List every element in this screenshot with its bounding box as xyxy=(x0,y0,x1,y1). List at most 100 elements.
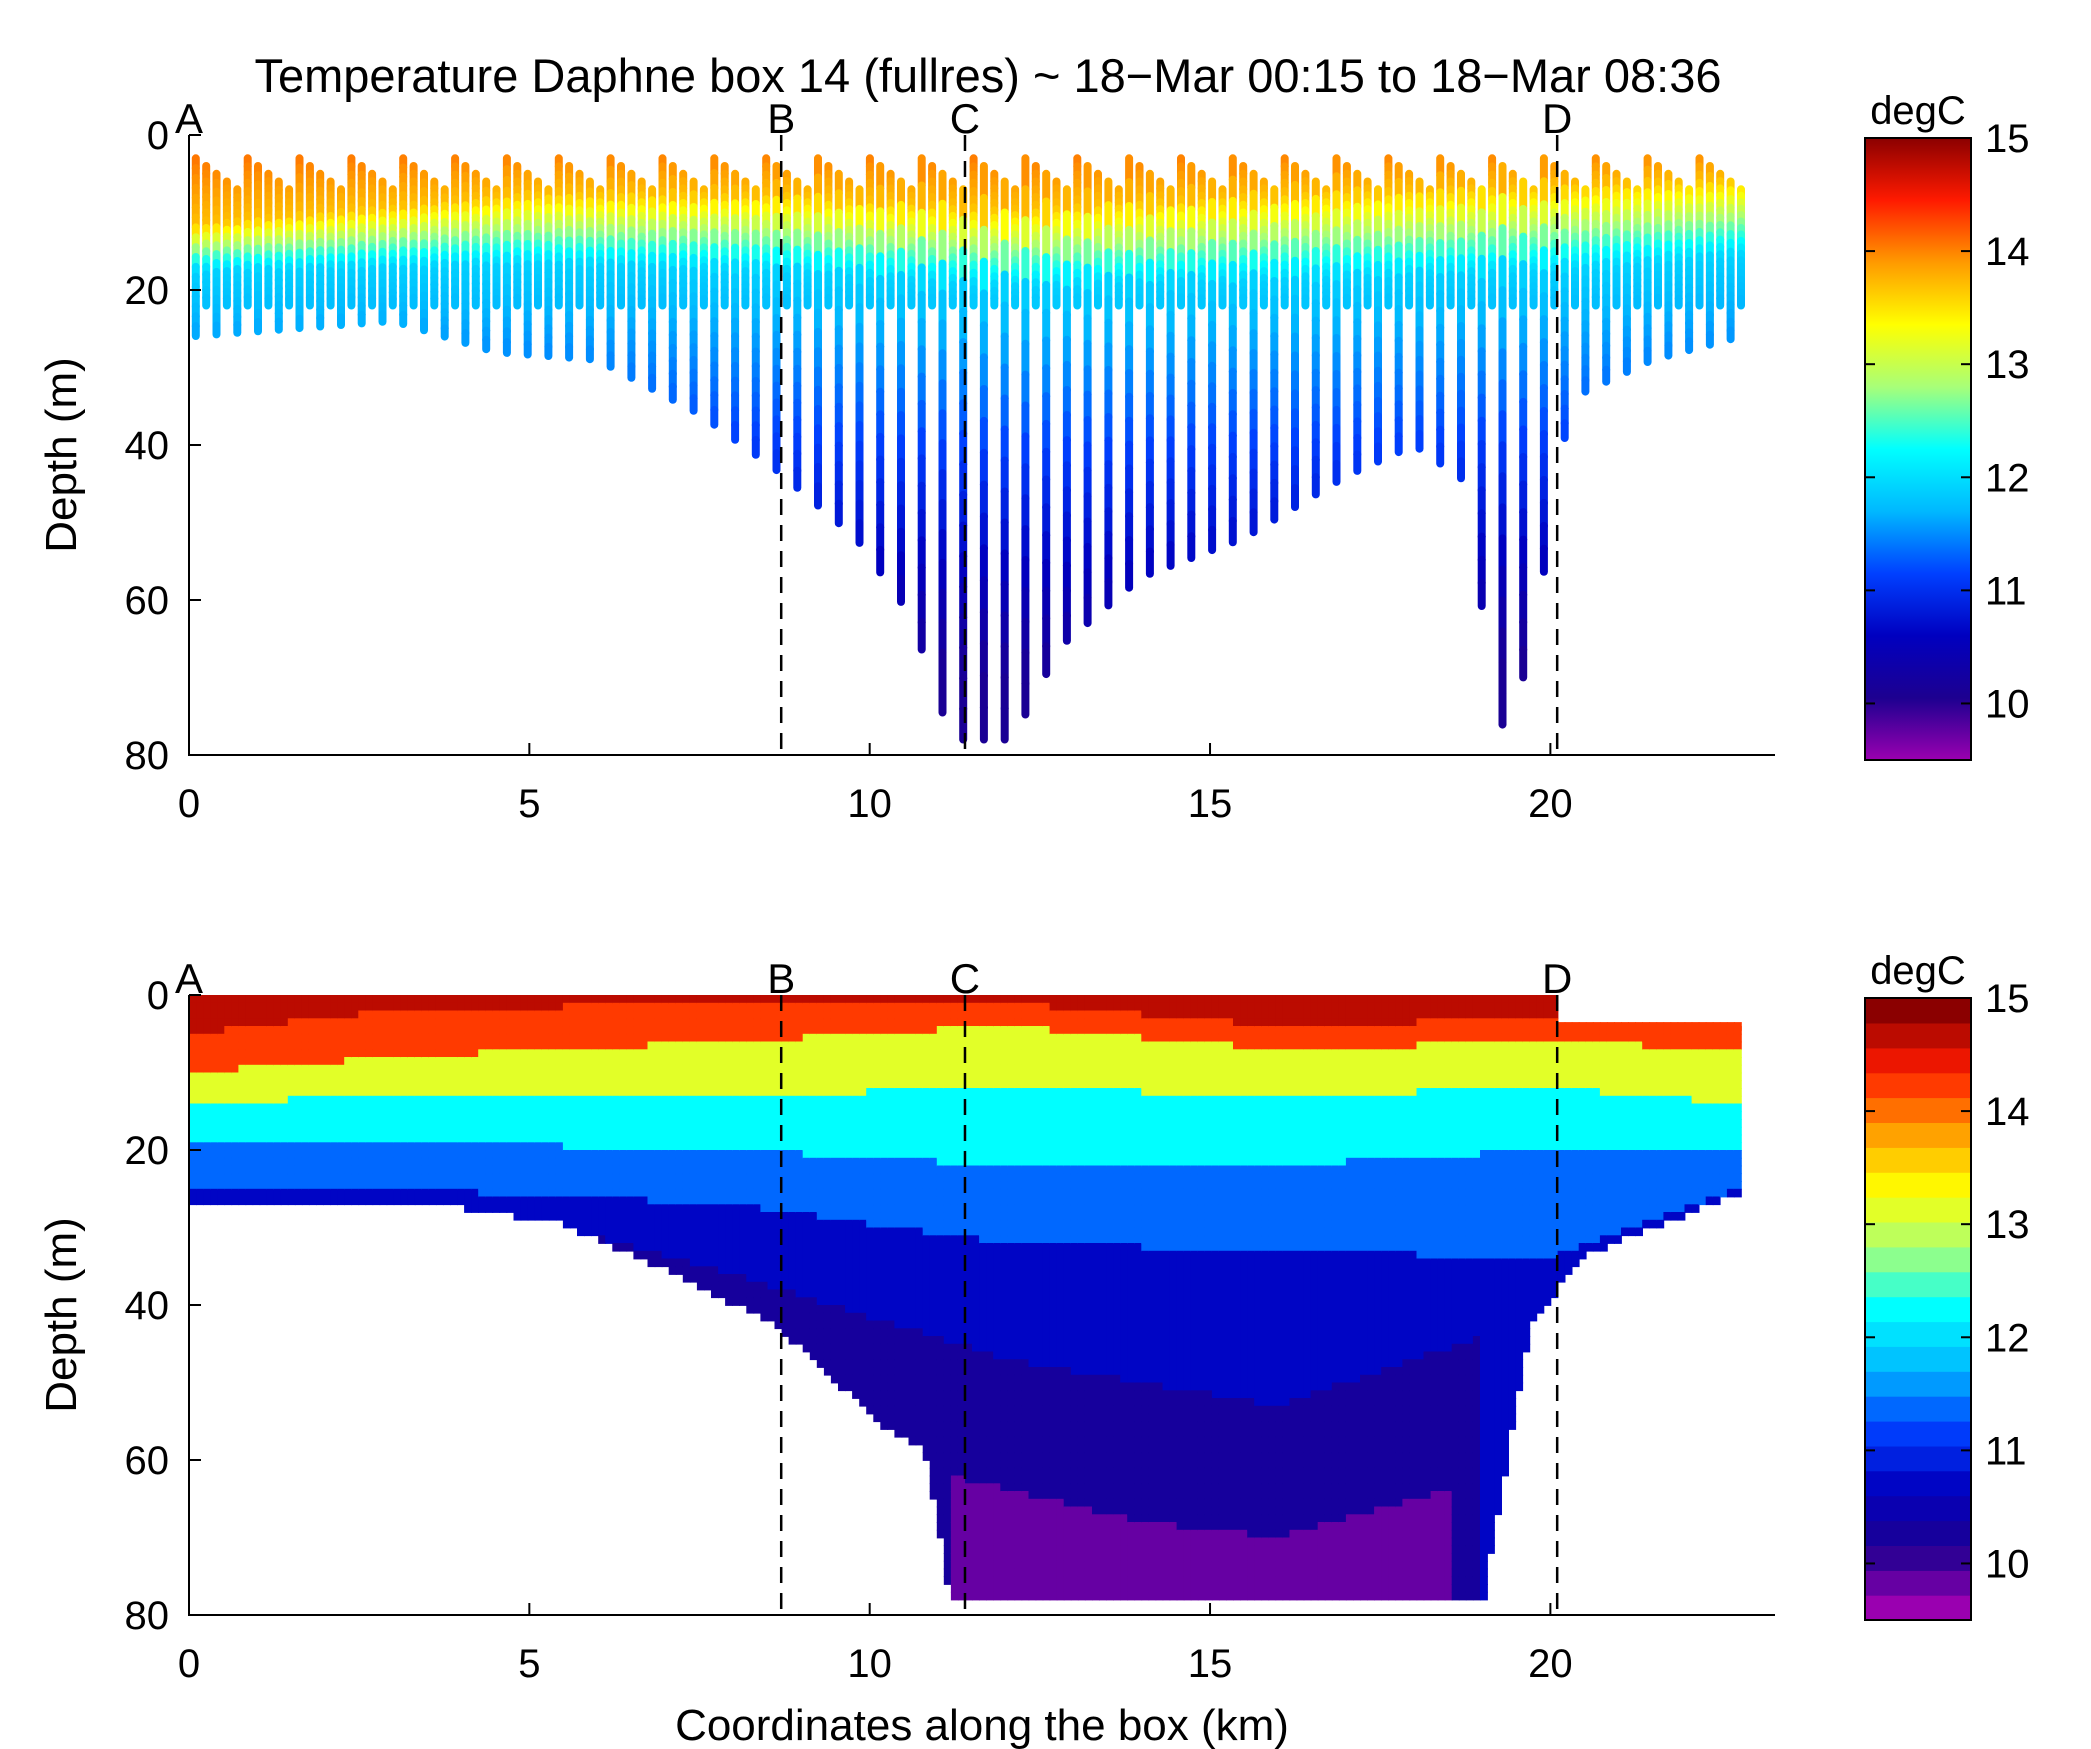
heatmap-cell xyxy=(294,1196,303,1206)
heatmap-cell xyxy=(478,1080,487,1089)
heatmap-cell xyxy=(266,1026,275,1035)
heatmap-cell xyxy=(619,1119,628,1128)
heatmap-cell xyxy=(499,1157,508,1167)
heatmap-cell xyxy=(393,1080,402,1089)
heatmap-cell xyxy=(485,1010,494,1020)
heatmap-cell xyxy=(619,1080,628,1089)
heatmap-cell xyxy=(696,1018,705,1027)
heatmap-cell xyxy=(520,1002,529,1012)
heatmap-cell xyxy=(555,1064,564,1074)
heatmap-cell xyxy=(718,1227,726,1237)
heatmap-cell xyxy=(196,1018,204,1027)
heatmap-cell xyxy=(471,1204,480,1213)
heatmap-cell xyxy=(626,1002,635,1012)
heatmap-cell xyxy=(316,995,324,1004)
heatmap-cell xyxy=(598,1111,607,1120)
heatmap-cell xyxy=(499,1188,508,1198)
heatmap-cell xyxy=(351,1181,360,1190)
heatmap-cell xyxy=(704,1010,712,1020)
heatmap-cell xyxy=(704,1235,712,1244)
heatmap-cell xyxy=(598,1041,607,1051)
heatmap-cell xyxy=(520,1080,529,1089)
heatmap-cell xyxy=(704,1057,712,1066)
heatmap-cell xyxy=(450,1126,458,1136)
heatmap-cell xyxy=(520,1064,529,1074)
heatmap-cell xyxy=(527,1126,536,1136)
heatmap-cell xyxy=(548,1002,557,1012)
heatmap-cell xyxy=(210,1181,219,1190)
heatmap-cell xyxy=(704,1204,712,1213)
heatmap-cell xyxy=(569,1064,578,1074)
heatmap-cell xyxy=(231,1103,240,1113)
heatmap-cell xyxy=(668,1219,677,1229)
heatmap-cell xyxy=(619,1064,628,1074)
heatmap-cell xyxy=(605,1134,614,1144)
heatmap-cell xyxy=(252,1103,261,1113)
heatmap-cell xyxy=(704,1266,712,1275)
heatmap-cell xyxy=(344,1088,353,1097)
heatmap-cell xyxy=(520,1103,529,1113)
heatmap-cell xyxy=(668,1150,677,1159)
heatmap-cell xyxy=(351,1018,360,1027)
heatmap-cell xyxy=(654,1080,663,1089)
heatmap-cell xyxy=(372,1103,381,1113)
heatmap-cell xyxy=(647,1173,656,1182)
heatmap-cell xyxy=(598,1227,607,1237)
heatmap-cell xyxy=(598,1088,607,1097)
heatmap-cell xyxy=(647,1072,656,1082)
heatmap-cell xyxy=(506,1157,515,1167)
heatmap-cell xyxy=(203,1049,211,1058)
heatmap-cell xyxy=(711,1250,719,1260)
heatmap-cell xyxy=(238,1018,247,1027)
heatmap-cell xyxy=(682,1064,691,1074)
heatmap-cell xyxy=(633,1041,642,1051)
heatmap-cell xyxy=(647,1010,656,1020)
heatmap-cell xyxy=(633,1243,642,1252)
heatmap-cell xyxy=(252,1165,261,1175)
heatmap-cell xyxy=(337,1142,345,1151)
heatmap-cell xyxy=(189,1033,197,1043)
heatmap-cell xyxy=(428,1181,437,1190)
heatmap-cell xyxy=(689,1150,698,1159)
heatmap-cell xyxy=(266,1150,275,1159)
heatmap-cell xyxy=(471,1181,480,1190)
heatmap-cell xyxy=(633,1119,642,1128)
heatmap-cell xyxy=(337,1018,345,1027)
heatmap-cell xyxy=(584,1010,592,1020)
heatmap-cell xyxy=(372,1018,381,1027)
heatmap-cell xyxy=(478,1134,487,1144)
heatmap-cell xyxy=(654,1088,663,1097)
heatmap-cell xyxy=(569,1026,578,1035)
heatmap-cell xyxy=(407,1026,416,1035)
heatmap-cell xyxy=(605,1173,614,1182)
heatmap-cell xyxy=(633,1219,642,1229)
heatmap-cell xyxy=(358,1033,367,1043)
heatmap-cell xyxy=(696,1033,705,1043)
heatmap-cell xyxy=(499,1064,508,1074)
heatmap-cell xyxy=(584,1111,592,1120)
heatmap-cell xyxy=(280,1196,289,1206)
heatmap-cell xyxy=(626,1181,635,1190)
heatmap-cell xyxy=(273,1126,282,1136)
heatmap-cell xyxy=(591,1134,599,1144)
heatmap-cell xyxy=(612,1010,621,1020)
heatmap-cell xyxy=(718,1018,726,1027)
heatmap-cell xyxy=(196,1181,204,1190)
heatmap-cell xyxy=(569,1204,578,1213)
heatmap-cell xyxy=(689,1219,698,1229)
heatmap-cell xyxy=(626,1204,635,1213)
heatmap-cell xyxy=(541,995,550,1004)
heatmap-cell xyxy=(626,1072,635,1082)
heatmap-cell xyxy=(365,1041,374,1051)
heatmap-cell xyxy=(443,1126,451,1136)
heatmap-cell xyxy=(485,1080,494,1089)
heatmap-cell xyxy=(569,1196,578,1206)
heatmap-cell xyxy=(323,1002,331,1012)
heatmap-cell xyxy=(492,1010,501,1020)
heatmap-cell xyxy=(711,1196,719,1206)
heatmap-cell xyxy=(245,1150,254,1159)
heatmap-cell xyxy=(351,1064,360,1074)
heatmap-cell xyxy=(548,1072,557,1082)
heatmap-cell xyxy=(520,1142,529,1151)
